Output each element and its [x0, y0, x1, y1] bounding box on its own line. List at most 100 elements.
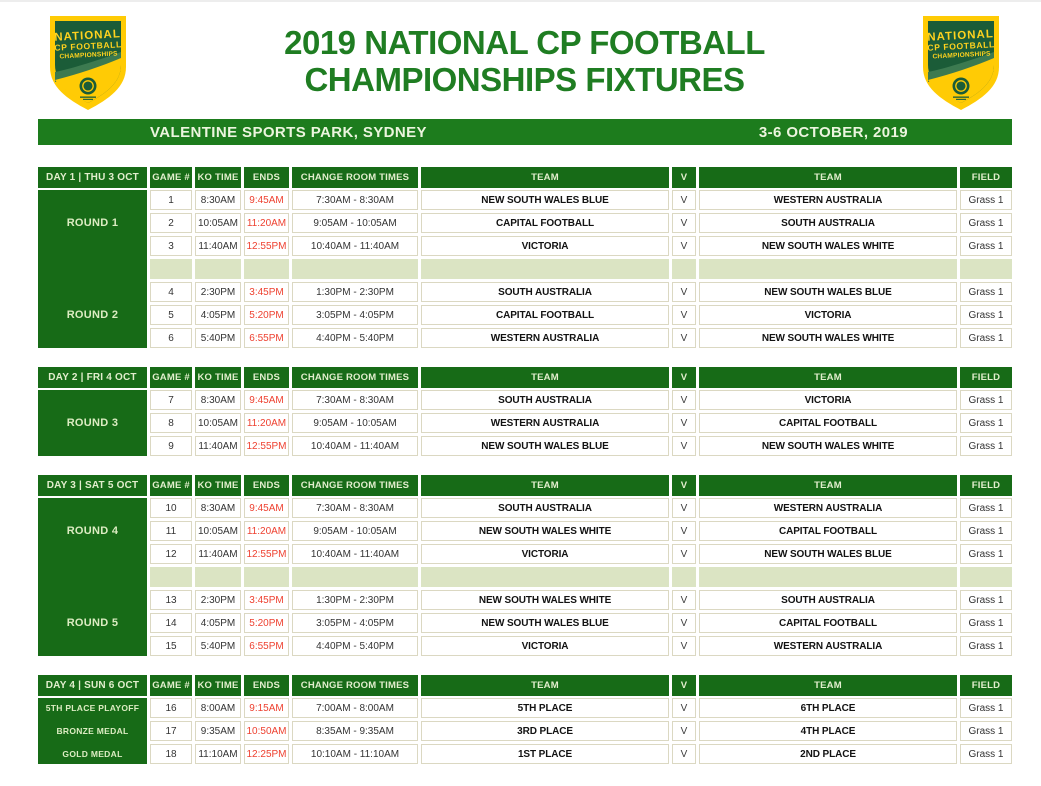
ko-time-cell: 11:40AM [195, 544, 241, 564]
field-cell: Grass 1 [960, 636, 1012, 656]
column-header-ko-time: KO TIME [195, 475, 241, 496]
column-header-change-room: CHANGE ROOM TIMES [292, 367, 418, 388]
round-label: GOLD MEDAL [62, 749, 123, 759]
ends-time-cell: 9:15AM [244, 698, 289, 718]
game-number-cell: 16 [150, 698, 192, 718]
home-team-cell: 5TH PLACE [421, 698, 669, 718]
home-team-cell: NEW SOUTH WALES BLUE [421, 190, 669, 210]
ko-time-cell: 11:40AM [195, 236, 241, 256]
event-dates: 3-6 OCTOBER, 2019 [758, 123, 908, 141]
versus-cell: V [672, 213, 696, 233]
change-room-cell: 7:30AM - 8:30AM [292, 390, 418, 410]
home-team-cell: NEW SOUTH WALES BLUE [421, 613, 669, 633]
column-header-ko-time: KO TIME [195, 675, 241, 696]
column-header-game: GAME # [150, 167, 192, 188]
column-header-ends: ENDS [244, 675, 289, 696]
field-cell: Grass 1 [960, 698, 1012, 718]
game-number-cell: 5 [150, 305, 192, 325]
game-number-cell: 2 [150, 213, 192, 233]
home-team-cell: WESTERN AUSTRALIA [421, 413, 669, 433]
ends-time-cell: 3:45PM [244, 590, 289, 610]
versus-cell: V [672, 282, 696, 302]
home-team-cell: WESTERN AUSTRALIA [421, 328, 669, 348]
versus-cell: V [672, 521, 696, 541]
away-team-cell: WESTERN AUSTRALIA [699, 190, 957, 210]
versus-cell: V [672, 613, 696, 633]
away-team-cell: 6TH PLACE [699, 698, 957, 718]
section-header-row: DAY 4 | SUN 6 OCT GAME # KO TIME ENDS CHANGE… [38, 675, 1012, 696]
change-room-cell: 9:05AM - 10:05AM [292, 213, 418, 233]
column-header-team-home: TEAM [421, 167, 669, 188]
round-label: ROUND 5 [66, 617, 119, 629]
change-room-cell: 9:05AM - 10:05AM [292, 413, 418, 433]
away-team-cell: VICTORIA [699, 305, 957, 325]
column-header-ko-time: KO TIME [195, 367, 241, 388]
away-team-cell: WESTERN AUSTRALIA [699, 498, 957, 518]
fixtures-tables: DAY 1 | THU 3 OCT GAME # KO TIME ENDS CHANGE… [38, 167, 1041, 764]
ko-time-cell: 11:40AM [195, 436, 241, 456]
away-team-cell: CAPITAL FOOTBALL [699, 521, 957, 541]
ko-time-cell: 10:05AM [195, 521, 241, 541]
break-row-cell [244, 259, 289, 279]
fixtures-grid: 16 8:00AM 9:15AM 7:00AM - 8:00AM 5TH PLACE V 6… [150, 698, 1012, 764]
break-row-cell [195, 259, 241, 279]
change-room-cell: 4:40PM - 5:40PM [292, 328, 418, 348]
column-header-change-room: CHANGE ROOM TIMES [292, 475, 418, 496]
versus-cell: V [672, 436, 696, 456]
break-row-cell [150, 567, 192, 587]
column-header-team-home: TEAM [421, 675, 669, 696]
field-cell: Grass 1 [960, 613, 1012, 633]
game-number-cell: 13 [150, 590, 192, 610]
ends-time-cell: 12:25PM [244, 744, 289, 764]
column-header-versus: V [672, 367, 696, 388]
day-header-cell: DAY 2 | FRI 4 OCT [38, 367, 147, 388]
away-team-cell: NEW SOUTH WALES WHITE [699, 436, 957, 456]
change-room-cell: 3:05PM - 4:05PM [292, 305, 418, 325]
versus-cell: V [672, 190, 696, 210]
fixtures-grid: 10 8:30AM 9:45AM 7:30AM - 8:30AM SOUTH AUSTR… [150, 498, 1012, 656]
versus-cell: V [672, 328, 696, 348]
section-body: 5TH PLACE PLAYOFF BRONZE MEDAL GOLD MEDAL 1… [38, 698, 1012, 764]
ko-time-cell: 11:10AM [195, 744, 241, 764]
game-number-cell: 8 [150, 413, 192, 433]
column-header-ends: ENDS [244, 475, 289, 496]
column-header-game: GAME # [150, 675, 192, 696]
break-row-cell [699, 259, 957, 279]
round-column-spacer [38, 256, 147, 282]
column-header-game: GAME # [150, 367, 192, 388]
break-row-cell [150, 259, 192, 279]
change-room-cell: 4:40PM - 5:40PM [292, 636, 418, 656]
fixtures-grid: 1 8:30AM 9:45AM 7:30AM - 8:30AM NEW SOUTH WA… [150, 190, 1012, 348]
ko-time-cell: 2:30PM [195, 282, 241, 302]
column-header-versus: V [672, 167, 696, 188]
column-header-field: FIELD [960, 475, 1012, 496]
column-header-game: GAME # [150, 475, 192, 496]
versus-cell: V [672, 721, 696, 741]
ends-time-cell: 5:20PM [244, 613, 289, 633]
game-number-cell: 12 [150, 544, 192, 564]
game-number-cell: 1 [150, 190, 192, 210]
fixture-section-day-2: DAY 2 | FRI 4 OCT GAME # KO TIME ENDS CHANGE… [38, 367, 1012, 456]
game-number-cell: 17 [150, 721, 192, 741]
game-number-cell: 18 [150, 744, 192, 764]
field-cell: Grass 1 [960, 744, 1012, 764]
column-header-team-away: TEAM [699, 675, 957, 696]
break-row-cell [292, 567, 418, 587]
day-header-cell: DAY 3 | SAT 5 OCT [38, 475, 147, 496]
game-number-cell: 9 [150, 436, 192, 456]
field-cell: Grass 1 [960, 282, 1012, 302]
title-line-1: 2019 NATIONAL CP FOOTBALL [284, 24, 765, 61]
change-room-cell: 7:30AM - 8:30AM [292, 498, 418, 518]
round-column: ROUND 3 [38, 390, 147, 456]
round-column: ROUND 4 ROUND 5 [38, 498, 147, 656]
ko-time-cell: 5:40PM [195, 328, 241, 348]
change-room-cell: 10:10AM - 11:10AM [292, 744, 418, 764]
home-team-cell: NEW SOUTH WALES WHITE [421, 521, 669, 541]
versus-cell: V [672, 698, 696, 718]
field-cell: Grass 1 [960, 544, 1012, 564]
column-header-versus: V [672, 675, 696, 696]
break-row-cell [699, 567, 957, 587]
game-number-cell: 4 [150, 282, 192, 302]
home-team-cell: NEW SOUTH WALES WHITE [421, 590, 669, 610]
